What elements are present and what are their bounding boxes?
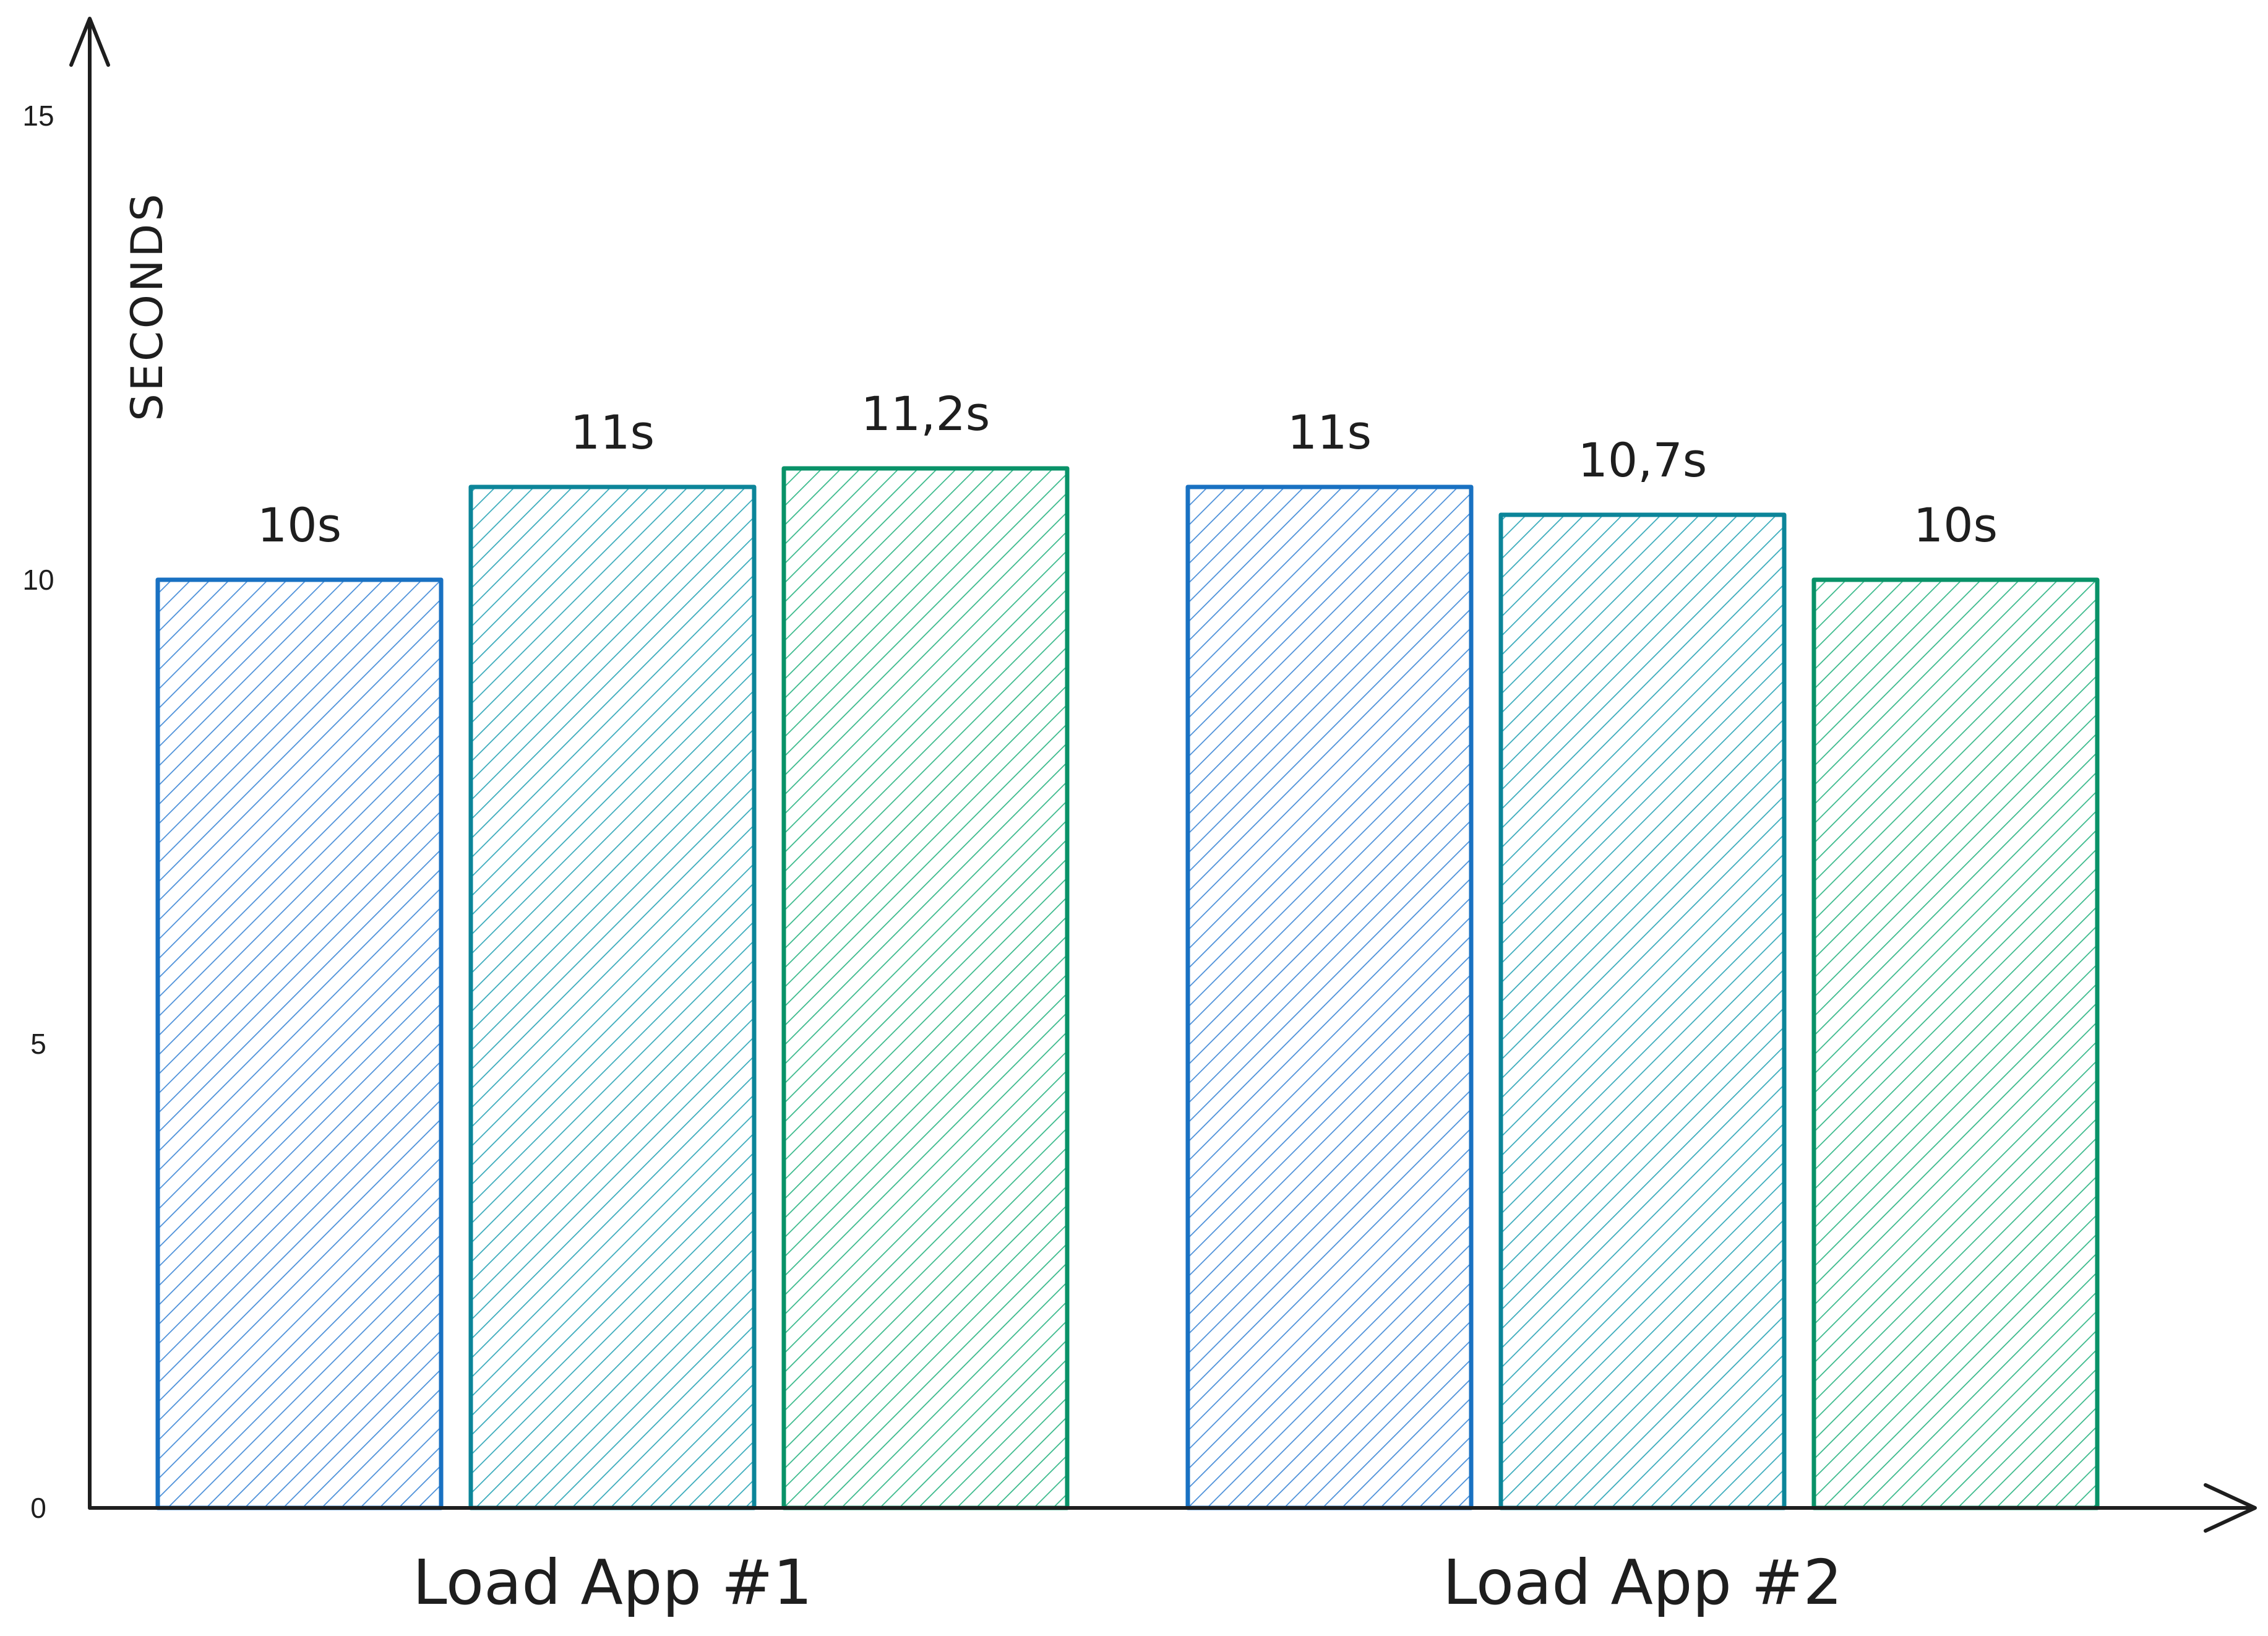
category-label: Load App #2 — [1443, 1546, 1842, 1619]
bar-value-label: 11s — [570, 405, 655, 460]
bar-value-label: 11,2s — [861, 386, 990, 441]
bar-value-label: 10s — [257, 497, 341, 553]
y-axis-arrow-icon — [69, 17, 110, 67]
y-axis-title: SECONDS — [122, 191, 173, 421]
y-tick-label: 5 — [30, 1028, 46, 1060]
y-tick-label: 15 — [22, 100, 54, 132]
y-tick-label: 0 — [30, 1492, 46, 1524]
category-label: Load App #1 — [413, 1546, 812, 1619]
bar-fill — [1188, 487, 1471, 1508]
bar-fill — [1814, 580, 2097, 1508]
bars-layer — [155, 466, 2100, 1510]
bar-value-label: 10s — [1914, 497, 1998, 553]
category-labels: Load App #1 Load App #2 — [413, 1546, 1842, 1619]
y-ticks: 0 5 10 15 — [22, 100, 54, 1524]
bar-fill — [784, 468, 1067, 1508]
value-labels: 10s 11s 11,2s 11s 10,7s 10s — [257, 386, 1998, 553]
bar-fill — [1501, 515, 1784, 1508]
x-axis-arrow-icon — [2204, 1483, 2257, 1533]
bar-value-label: 11s — [1287, 405, 1372, 460]
bar-fill — [158, 580, 441, 1508]
bar-value-label: 10,7s — [1578, 433, 1707, 488]
y-tick-label: 10 — [22, 564, 54, 596]
bar-fill — [471, 487, 754, 1508]
